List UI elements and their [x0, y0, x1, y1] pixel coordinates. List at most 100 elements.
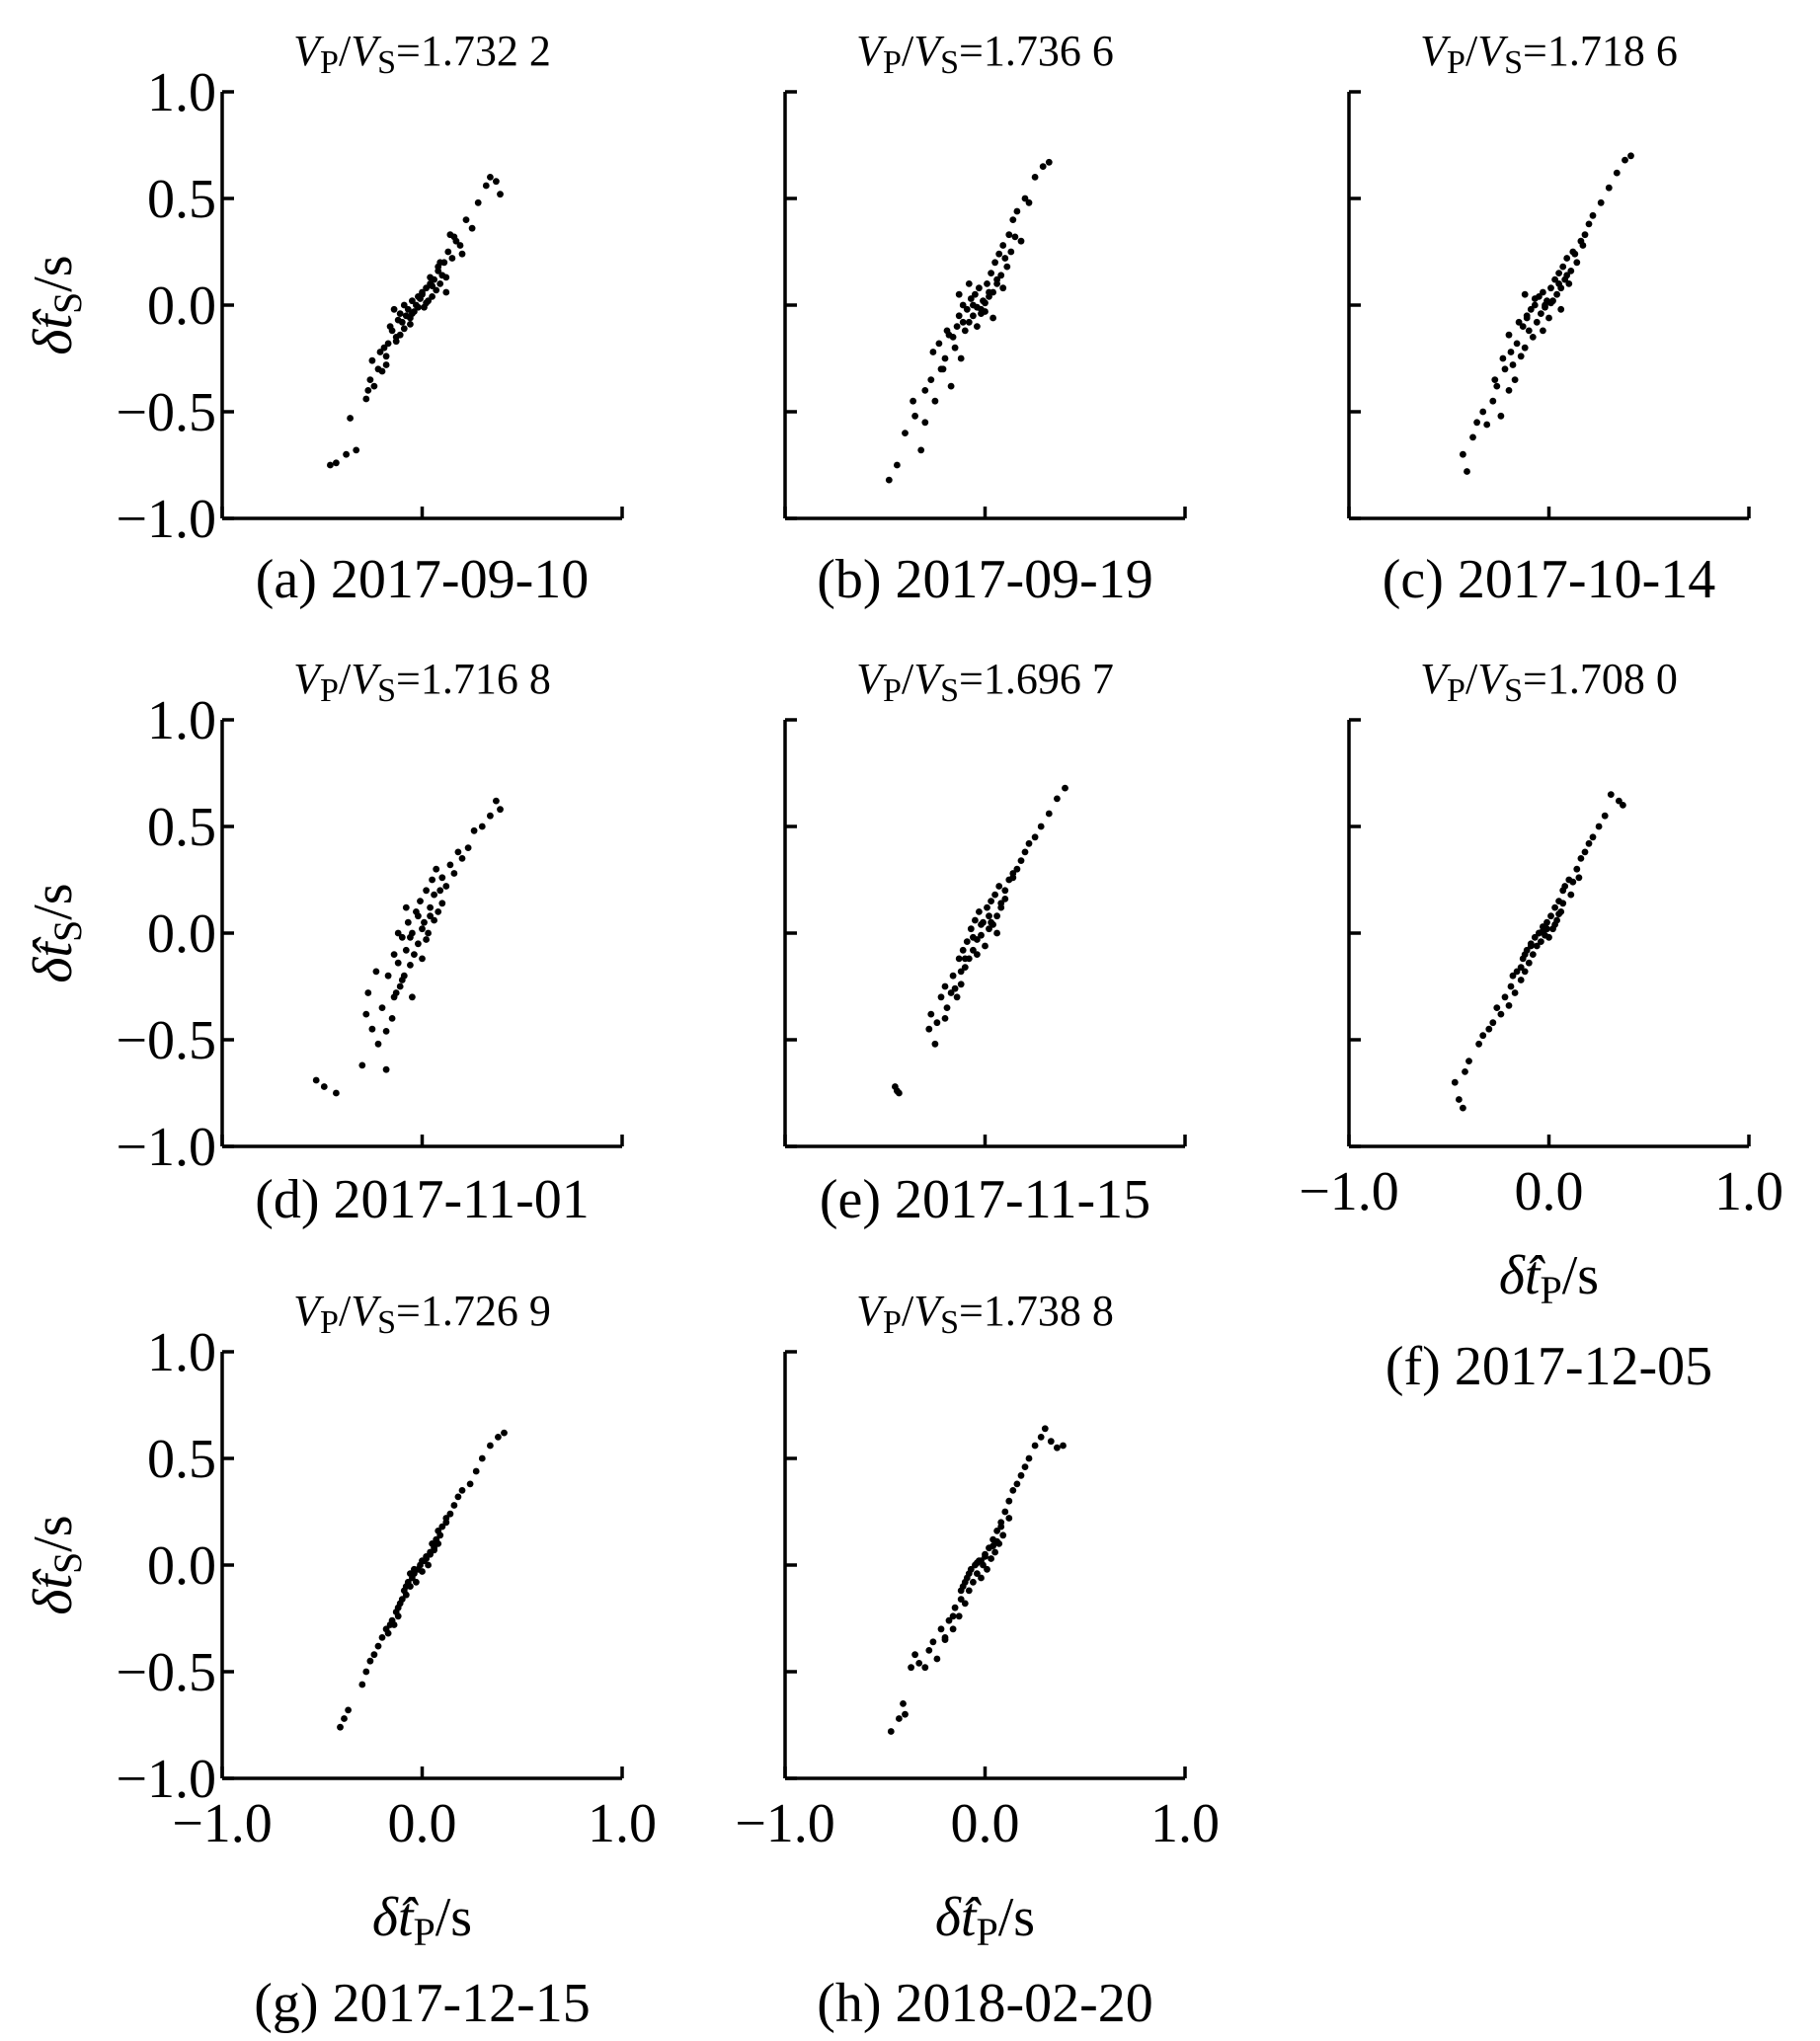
data-point: [378, 367, 386, 375]
data-point: [957, 981, 965, 988]
data-point: [1473, 419, 1480, 427]
panel-b-caption: (b) 2017-09-19: [817, 549, 1153, 610]
y-tick-label: −0.5: [116, 1010, 216, 1071]
data-point: [327, 461, 334, 469]
data-point: [1005, 231, 1013, 239]
data-point: [394, 959, 402, 967]
data-point: [1513, 340, 1521, 348]
data-point: [933, 1655, 941, 1663]
data-point: [384, 1629, 392, 1637]
data-point: [478, 823, 486, 830]
data-point: [402, 903, 410, 911]
data-point: [1565, 280, 1573, 287]
data-point: [1060, 1442, 1067, 1450]
data-point: [991, 259, 998, 267]
data-point: [407, 321, 414, 328]
data-point: [423, 299, 430, 307]
data-point: [427, 903, 434, 911]
data-point: [458, 855, 466, 862]
data-point: [1511, 376, 1519, 383]
data-point: [388, 1015, 396, 1022]
data-point: [1062, 784, 1068, 792]
data-point: [415, 293, 422, 300]
panel-e-title: VP/VS=1.696 7: [856, 655, 1114, 709]
y-tick-label: 0.0: [147, 275, 216, 337]
data-point: [885, 476, 893, 484]
data-point: [364, 387, 372, 394]
data-point: [965, 280, 973, 287]
data-point: [972, 290, 979, 298]
data-point: [444, 248, 452, 256]
data-point: [1505, 387, 1513, 394]
data-point: [1597, 198, 1605, 206]
data-point: [1489, 397, 1497, 405]
data-point: [384, 972, 392, 980]
data-point: [454, 1493, 462, 1501]
data-point: [1613, 169, 1621, 177]
data-point: [1585, 839, 1593, 847]
data-point: [1507, 349, 1515, 355]
data-point: [1021, 848, 1029, 856]
data-point: [955, 290, 963, 298]
data-point: [1464, 468, 1470, 475]
data-point: [1469, 433, 1476, 441]
data-point: [1538, 310, 1544, 317]
data-point: [1616, 797, 1622, 805]
data-point: [927, 1010, 935, 1018]
data-point: [921, 1664, 929, 1672]
data-point: [1545, 933, 1552, 941]
data-point: [446, 231, 454, 239]
data-point: [953, 323, 961, 330]
panel-g-caption: (g) 2017-12-15: [254, 1973, 591, 2034]
y-tick-label: 1.0: [147, 62, 216, 123]
data-point: [407, 962, 414, 969]
data-point: [436, 887, 444, 895]
data-point: [386, 1621, 394, 1628]
data-point: [419, 1568, 426, 1575]
data-point: [448, 255, 456, 262]
data-point: [988, 270, 994, 276]
y-tick-label: −0.5: [116, 382, 216, 443]
data-point: [1589, 211, 1597, 219]
data-point: [967, 925, 975, 933]
data-point: [894, 461, 901, 469]
data-point: [495, 1434, 502, 1441]
panel-f-caption: (f) 2017-12-05: [1385, 1336, 1712, 1397]
data-point: [1025, 198, 1033, 206]
data-point: [949, 1612, 957, 1620]
data-point: [1519, 323, 1527, 330]
data-point: [974, 303, 981, 311]
data-point: [1529, 951, 1537, 958]
data-point: [965, 1587, 973, 1595]
data-point: [988, 918, 994, 926]
data-point: [978, 1557, 985, 1565]
data-point: [970, 1578, 977, 1586]
data-point: [955, 1612, 963, 1620]
data-point: [1531, 295, 1539, 302]
data-point: [423, 936, 430, 943]
data-point: [1555, 270, 1562, 276]
data-point: [431, 891, 437, 899]
data-point: [1507, 982, 1515, 990]
data-point: [1538, 938, 1544, 945]
data-point: [986, 925, 992, 933]
data-point: [442, 274, 450, 281]
data-point: [1465, 1058, 1472, 1064]
data-point: [1479, 1032, 1487, 1040]
panel-b: VP/VS=1.736 6 (b) 2017-09-19: [783, 27, 1187, 610]
data-point: [429, 293, 435, 300]
data-point: [999, 1531, 1007, 1539]
data-point: [438, 900, 446, 907]
data-point: [1013, 865, 1021, 873]
data-point: [1527, 305, 1535, 313]
data-point: [1523, 314, 1531, 322]
data-point: [1620, 802, 1626, 809]
data-point: [419, 288, 426, 296]
data-point: [1553, 290, 1560, 298]
data-point: [1501, 365, 1509, 373]
data-point: [1627, 152, 1634, 160]
data-point: [1041, 1425, 1049, 1433]
data-point: [927, 376, 935, 383]
y-tick-label: −0.5: [116, 1642, 216, 1703]
data-point: [1460, 450, 1466, 458]
